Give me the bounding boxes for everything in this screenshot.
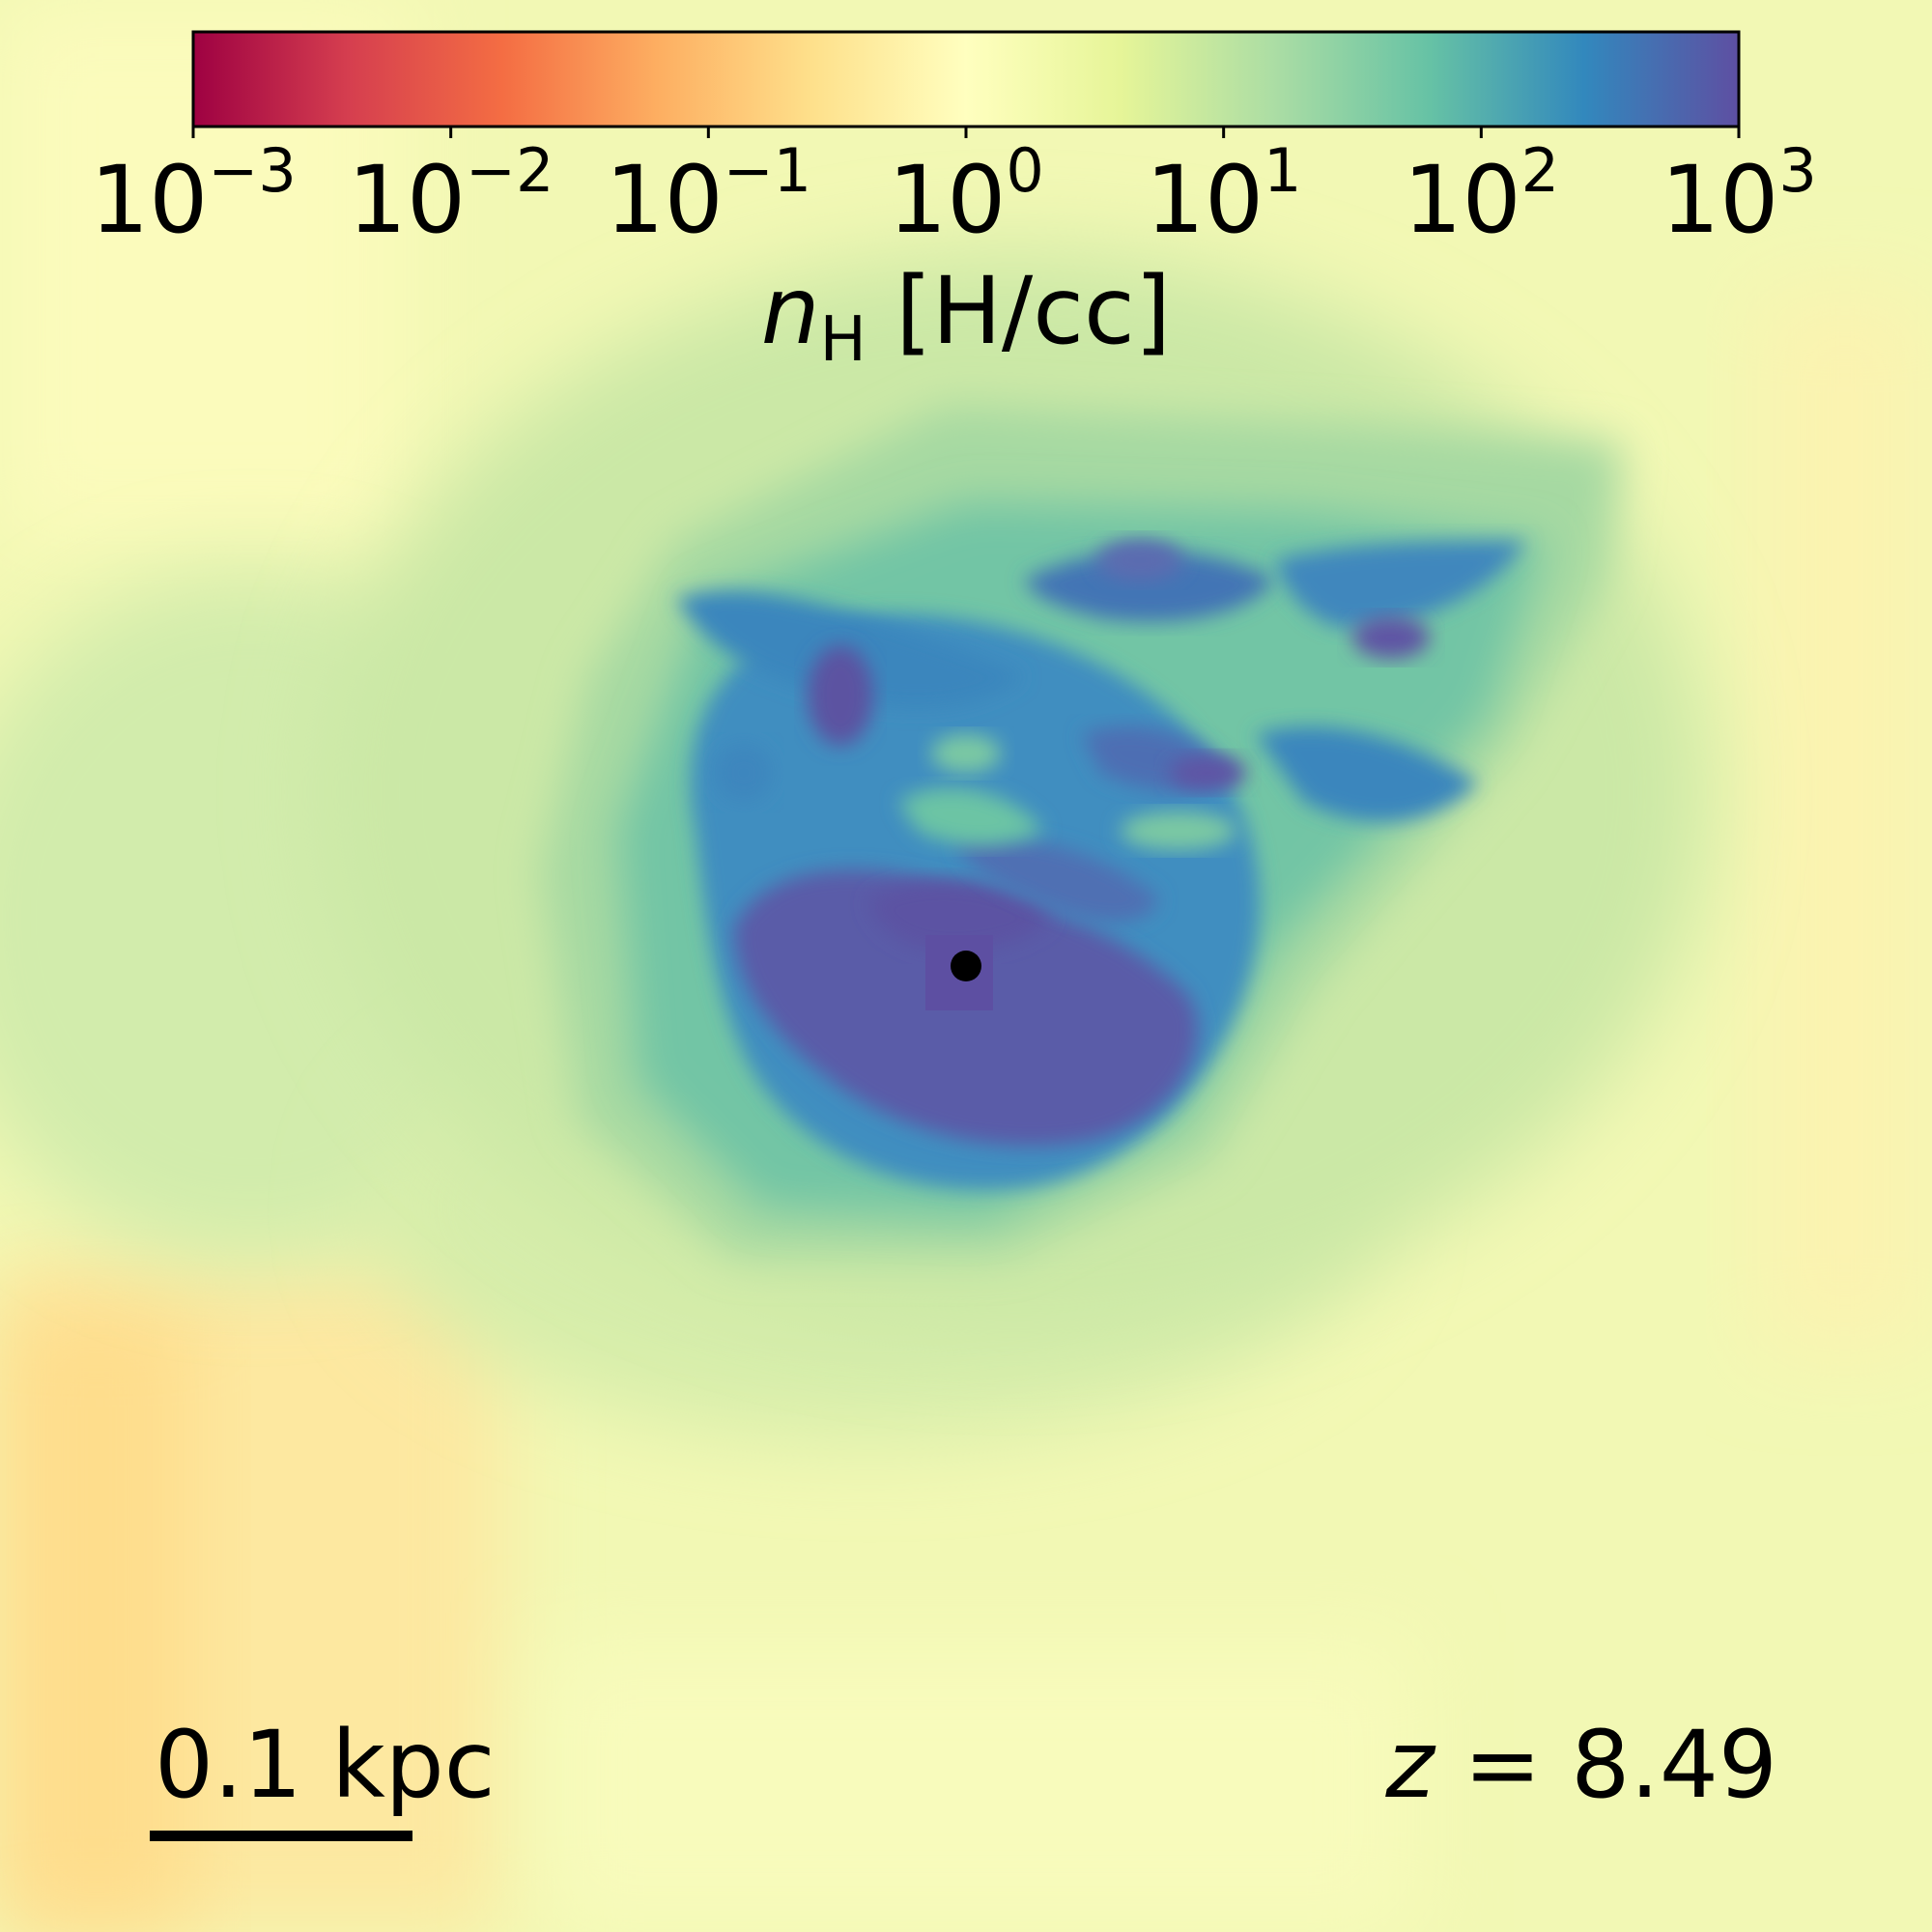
black-hole-marker [951,951,981,981]
colorbar-label: nH [H/cc] [761,257,1171,376]
colorbar-tick-label: 10−1 [606,135,812,254]
scale-bar-line [150,1831,412,1841]
redshift-label: z = 8.49 [1384,1711,1777,1819]
colorbar-tick-label: 102 [1404,135,1560,254]
colorbar-tick-label: 103 [1661,135,1817,254]
colorbar-tick-label: 10−2 [348,135,554,254]
colorbar-tick-label: 100 [888,135,1044,254]
colorbar-tick-label: 101 [1146,135,1302,254]
colorbar-ticks: 10−3 10−2 10−1 100 101 102 103 [90,127,1817,254]
scale-bar-label: 0.1 kpc [155,1711,496,1819]
colorbar-tick-label: 10−3 [90,135,297,254]
dense-gas-filaments [676,539,1526,850]
colorbar-gradient [193,32,1739,127]
colorbar: 10−3 10−2 10−1 100 101 102 103 nH [H/cc] [90,30,1817,376]
scale-bar: 0.1 kpc [150,1711,496,1841]
